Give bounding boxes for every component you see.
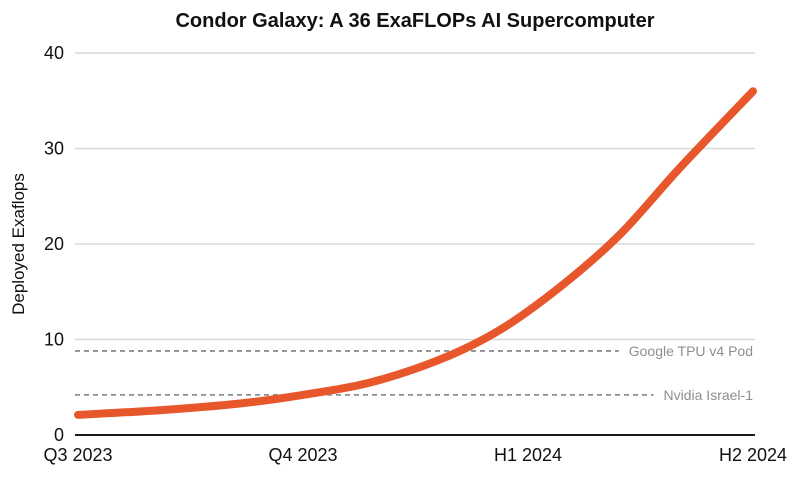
x-tick-label-h1-2024: H1 2024 <box>494 445 562 465</box>
y-tick-label-30: 30 <box>44 139 64 159</box>
reference-lines: Google TPU v4 Pod Nvidia Israel-1 <box>75 343 753 403</box>
y-axis-label: Deployed Exaflops <box>9 173 28 315</box>
y-tick-label-10: 10 <box>44 330 64 350</box>
y-tick-labels: 0 10 20 30 40 <box>44 43 64 445</box>
series-line-condor-galaxy <box>74 87 757 419</box>
x-tick-label-q3-2023: Q3 2023 <box>43 445 112 465</box>
reference-line-label-nvidia-israel-1: Nvidia Israel-1 <box>664 387 754 403</box>
gridlines <box>75 52 755 341</box>
x-tick-labels: Q3 2023 Q4 2023 H1 2024 H2 2024 <box>43 445 787 465</box>
x-tick-label-q4-2023: Q4 2023 <box>268 445 337 465</box>
y-tick-label-20: 20 <box>44 234 64 254</box>
y-tick-label-0: 0 <box>54 425 64 445</box>
x-tick-label-h2-2024: H2 2024 <box>719 445 787 465</box>
chart-title: Condor Galaxy: A 36 ExaFLOPs AI Supercom… <box>175 10 654 32</box>
y-tick-label-40: 40 <box>44 43 64 63</box>
reference-line-label-google-tpu-v4-pod: Google TPU v4 Pod <box>629 343 753 359</box>
